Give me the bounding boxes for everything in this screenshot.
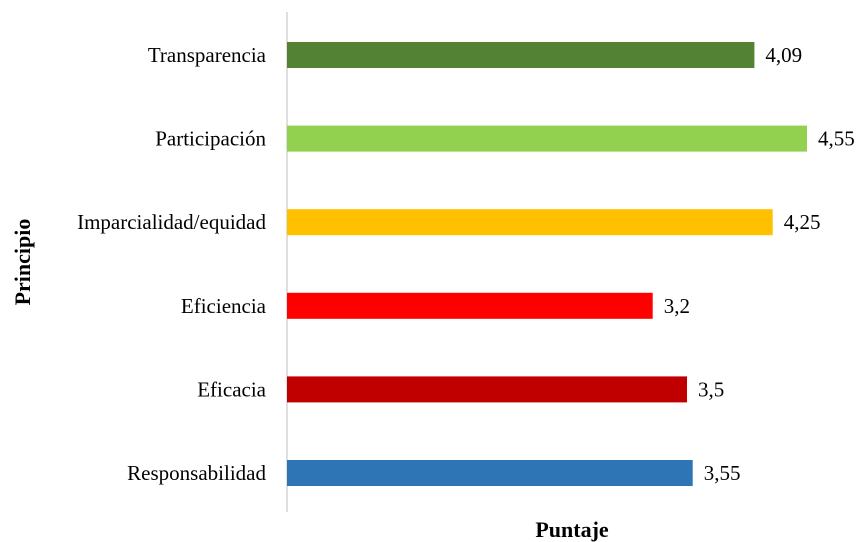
category-label-5: Responsabilidad xyxy=(127,461,266,485)
x-axis-title: Puntaje xyxy=(535,517,609,542)
value-label-3: 3,2 xyxy=(664,294,690,318)
y-axis-title: Principio xyxy=(10,219,35,306)
category-label-3: Eficiencia xyxy=(181,294,267,318)
value-label-2: 4,25 xyxy=(784,210,821,234)
category-label-4: Eficacia xyxy=(197,377,266,401)
value-label-0: 4,09 xyxy=(765,43,802,67)
bar-5 xyxy=(287,460,693,486)
bar-1 xyxy=(287,125,807,152)
bar-3 xyxy=(287,292,653,319)
bar-4 xyxy=(287,376,687,403)
category-label-2: Imparcialidad/equidad xyxy=(77,210,266,234)
bar-0 xyxy=(287,42,755,68)
value-label-4: 3,5 xyxy=(698,377,724,401)
category-label-0: Transparencia xyxy=(148,43,267,67)
bar-2 xyxy=(287,209,773,236)
category-label-1: Participación xyxy=(155,127,266,151)
bars-group: Transparencia 4,09 Participación 4,55 Imparc… xyxy=(77,42,855,486)
value-label-5: 3,55 xyxy=(704,461,741,485)
value-label-1: 4,55 xyxy=(818,127,855,151)
